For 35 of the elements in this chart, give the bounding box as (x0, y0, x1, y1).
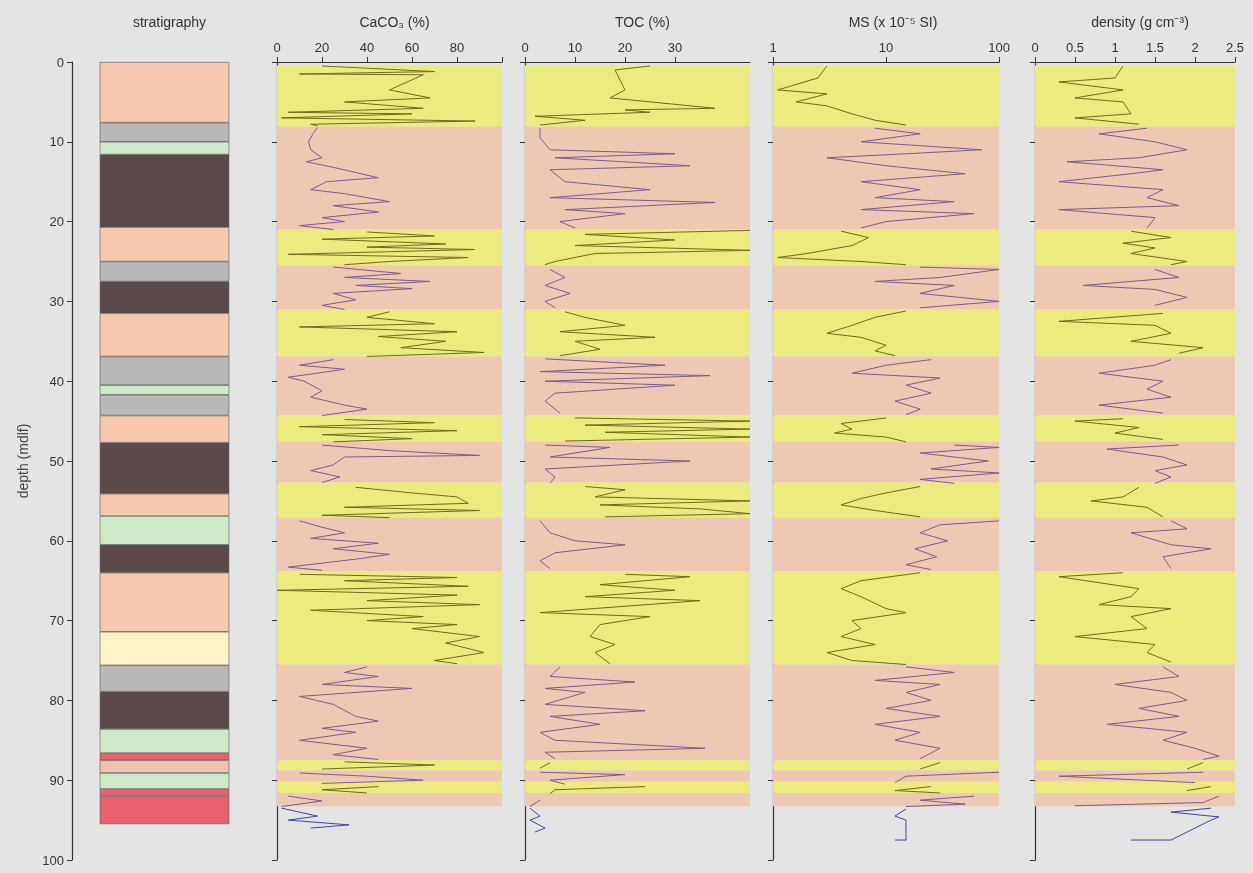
x-tick-label: 10 (878, 40, 894, 55)
y-tick-label: 100 (42, 852, 64, 868)
y-tick-label: 80 (49, 692, 64, 708)
x-tick-label: 30 (667, 40, 683, 55)
x-tick-label: 0 (1031, 40, 1039, 55)
y-tick-label: 20 (49, 214, 64, 230)
chart-title: stratigraphy (132, 14, 207, 30)
chart-title: density (g cm⁻³) (1091, 14, 1189, 30)
x-tick-label: 60 (404, 40, 420, 55)
y-tick-label: 0 (56, 54, 64, 70)
x-tick-label: 80 (449, 40, 465, 55)
x-tick-label: 2 (1191, 40, 1199, 55)
y-tick-label: 70 (49, 613, 64, 629)
chart-title: TOC (%) (615, 14, 670, 30)
y-tick-label: 40 (49, 373, 64, 389)
x-tick-label: 0.5 (1065, 40, 1085, 55)
chart-title: CaCO₃ (%) (359, 14, 430, 30)
x-tick-label: 1.5 (1145, 40, 1165, 55)
y-tick-label: 10 (49, 134, 64, 150)
x-tick-label: 0 (521, 40, 529, 55)
chart-title: MS (x 10⁻⁵ SI) (848, 14, 938, 30)
x-tick-label: 10 (567, 40, 583, 55)
x-tick-label: 100 (988, 40, 1011, 55)
x-tick-label: 1 (769, 40, 777, 55)
y-tick-label: 90 (49, 772, 64, 788)
x-tick-label: 0 (273, 40, 281, 55)
x-tick-label: 1 (1111, 40, 1119, 55)
y-axis-title: depth (mdlf) (15, 423, 31, 499)
y-tick-label: 50 (49, 453, 64, 469)
x-tick-label: 2.5 (1225, 40, 1245, 55)
y-tick-label: 30 (49, 293, 64, 309)
x-tick-label: 20 (314, 40, 330, 55)
y-tick-label: 60 (49, 533, 64, 549)
x-tick-label: 40 (359, 40, 375, 55)
x-tick-label: 20 (617, 40, 633, 55)
